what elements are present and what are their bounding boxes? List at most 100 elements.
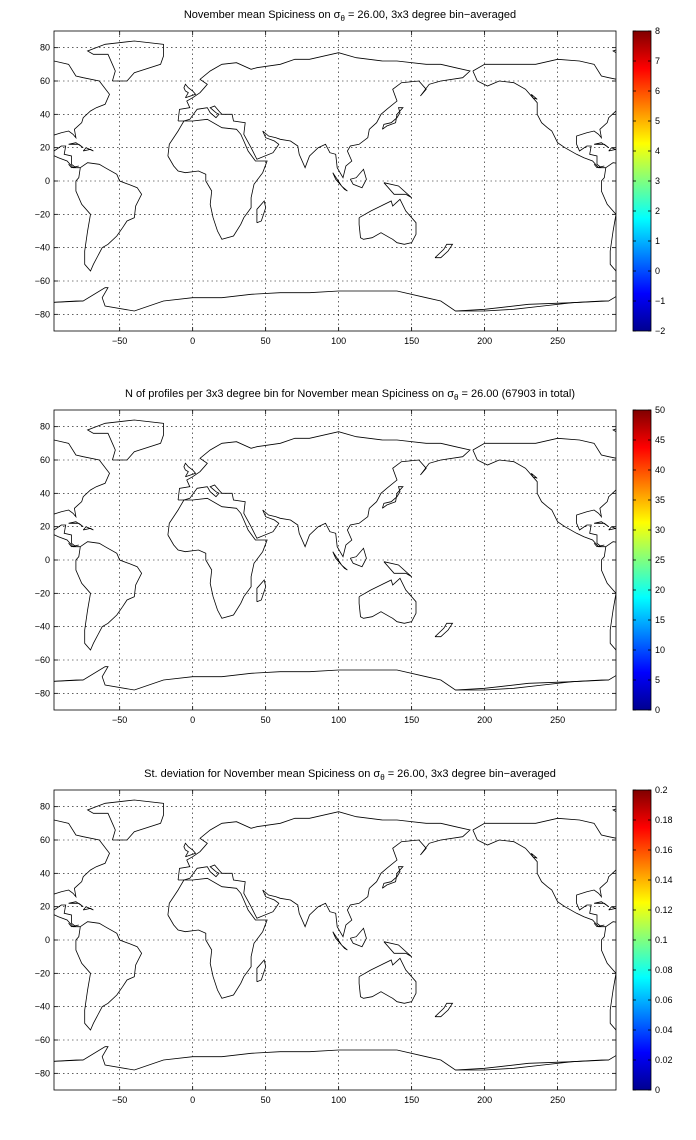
x-tick-label: 100	[331, 336, 346, 346]
coastline	[75, 921, 143, 1031]
y-tick-label: 60	[40, 76, 50, 86]
y-tick-label: 0	[45, 555, 50, 565]
colorbar-tick-label: 6	[655, 86, 660, 96]
coastline	[54, 60, 110, 169]
x-tick-label: 100	[331, 1095, 346, 1105]
y-tick-label: −40	[35, 622, 50, 632]
colorbar-tick-label: 0	[655, 266, 660, 276]
map-plot: −50 0 50 100 150 200 250 −80 −60 −40 −20 0 20 40 60 80	[35, 30, 617, 346]
y-tick-label: 40	[40, 109, 50, 119]
coastline	[68, 543, 79, 548]
coastline	[54, 287, 609, 312]
x-tick-label: 100	[331, 715, 346, 725]
coastline	[6, 853, 12, 858]
x-tick-label: 150	[404, 336, 419, 346]
coastline	[183, 842, 197, 858]
coastline	[177, 431, 471, 558]
coastline	[601, 541, 616, 651]
coastline	[593, 923, 605, 928]
coastline	[382, 486, 404, 509]
coastline	[383, 561, 412, 578]
y-tick-label: 0	[45, 935, 50, 945]
coastline	[608, 906, 616, 911]
colorbar-tick-label: 0	[655, 1085, 660, 1095]
colorbar-tick-label: 0.1	[655, 935, 668, 945]
coastline	[68, 164, 79, 169]
coastline	[593, 164, 605, 169]
coastline	[530, 472, 538, 479]
x-tick-label: 50	[261, 715, 271, 725]
coastline	[54, 1046, 609, 1071]
coastline	[601, 921, 616, 1031]
colorbar-tick-label: 1	[655, 236, 660, 246]
coastline	[86, 40, 164, 82]
coastline	[530, 852, 538, 859]
coastline	[167, 118, 268, 240]
colorbar-tick-label: −2	[655, 326, 665, 336]
coastline	[472, 58, 616, 169]
colorbar-tick-label: 50	[655, 405, 665, 415]
panel-std-deviation: St. deviation for November mean Spicines…	[6, 768, 673, 1105]
colorbar-tick-label: 35	[655, 495, 665, 505]
coastline	[434, 622, 454, 638]
coastline	[167, 877, 268, 999]
y-tick-label: −20	[35, 968, 50, 978]
coastline	[332, 931, 348, 951]
x-tick-label: 250	[550, 715, 565, 725]
y-tick-label: −40	[35, 243, 50, 253]
x-tick-label: 150	[404, 1095, 419, 1105]
coastline	[82, 906, 94, 911]
y-tick-label: −20	[35, 209, 50, 219]
colorbar-tick-label: 0.08	[655, 965, 673, 975]
map-plot: −50 0 50 100 150 200 250 −80 −60 −40 −20 0 20 40 60 80	[6, 789, 617, 1105]
y-tick-label: −60	[35, 276, 50, 286]
coastline	[358, 577, 417, 624]
colorbar-tick-label: 25	[655, 555, 665, 565]
coastline	[601, 162, 616, 272]
coastline	[75, 162, 143, 272]
colorbar-tick-label: 0.12	[655, 905, 673, 915]
colorbar-tick-label: 0.14	[655, 875, 673, 885]
y-tick-label: 0	[45, 176, 50, 186]
colorbar: 0 5 10 15 20 25 30 35 40 45 50	[632, 405, 665, 715]
panel-profile-count: N of profiles per 3x3 degree bin for Nov…	[35, 388, 665, 725]
coastline	[383, 182, 412, 199]
panel-spiciness: November mean Spiciness on σθ = 26.00, 3…	[35, 9, 666, 346]
y-tick-label: −80	[35, 1068, 50, 1078]
map-plot: −50 0 50 100 150 200 250 −80 −60 −40 −20 0 20 40 60 80	[35, 409, 617, 725]
x-tick-label: −50	[112, 715, 127, 725]
y-tick-label: 40	[40, 868, 50, 878]
x-tick-label: 0	[190, 1095, 195, 1105]
y-tick-label: −60	[35, 1035, 50, 1045]
panel-title: St. deviation for November mean Spicines…	[144, 768, 556, 782]
colorbar-tick-label: 15	[655, 615, 665, 625]
coastline	[594, 142, 609, 149]
colorbar-tick-label: 7	[655, 56, 660, 66]
y-tick-label: −60	[35, 655, 50, 665]
colorbar-tick-label: 2	[655, 206, 660, 216]
coastline	[54, 819, 110, 928]
y-tick-label: −80	[35, 309, 50, 319]
coastline	[183, 462, 197, 478]
x-tick-label: 200	[477, 1095, 492, 1105]
colorbar-tick-label: 20	[655, 585, 665, 595]
coastline	[455, 675, 616, 691]
coastline	[332, 551, 348, 571]
coastline	[530, 93, 538, 100]
y-tick-label: 80	[40, 43, 50, 53]
colorbar-tick-label: 40	[655, 465, 665, 475]
coastline	[86, 419, 164, 461]
coastline	[594, 521, 609, 528]
coastline	[608, 147, 616, 152]
coastline	[54, 439, 110, 548]
x-tick-label: 50	[261, 336, 271, 346]
y-tick-label: 80	[40, 802, 50, 812]
coastline	[256, 200, 267, 224]
coastline	[455, 296, 616, 312]
colorbar-tick-label: 0.18	[655, 815, 673, 825]
coastline	[54, 666, 609, 691]
coastline	[608, 526, 616, 531]
coastline	[349, 547, 367, 568]
coastline	[434, 243, 454, 259]
colorbar-tick-label: 45	[655, 435, 665, 445]
